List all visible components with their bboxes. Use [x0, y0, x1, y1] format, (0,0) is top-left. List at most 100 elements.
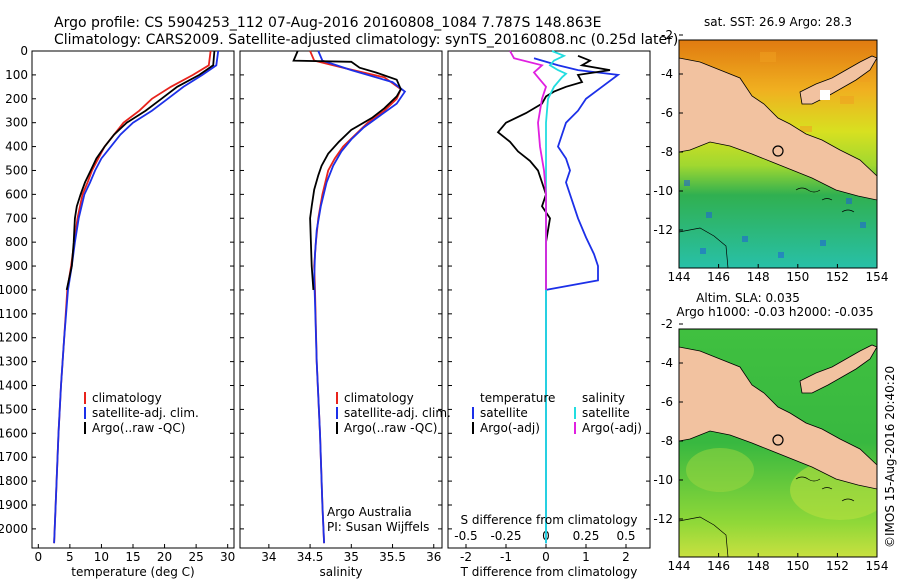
series-line-temperature-argo-adj-: [496, 54, 611, 290]
map-y-tick-label: -6: [661, 395, 673, 409]
legend-label-climatology: climatology: [344, 391, 414, 405]
x-tick-label: 35.5: [379, 550, 406, 564]
difference-x2label: S difference from climatology: [461, 513, 638, 527]
sla-coast-australia: [679, 516, 729, 557]
y-tick-label: 2000: [0, 522, 28, 536]
difference-legend: temperature satellite Argo(-adj) salinit…: [472, 391, 642, 435]
legend-label-sal-argo: Argo(-adj): [582, 421, 642, 435]
y-tick-label: 100: [5, 68, 28, 82]
y-tick-label: 900: [5, 259, 28, 273]
argo-australia-label: Argo Australia: [327, 505, 412, 519]
map-x-tick-label: 144: [668, 559, 691, 573]
y-tick-label: 700: [5, 211, 28, 225]
legend-label-satellite: satellite-adj. clim.: [344, 406, 451, 420]
map-x-tick-label: 150: [786, 559, 809, 573]
map-x-tick-label: 152: [826, 270, 849, 284]
legend-label-satellite: satellite-adj. clim.: [92, 406, 199, 420]
map-y-tick-label: -8: [661, 145, 673, 159]
salinity-panel-frame: [239, 50, 443, 549]
legend-label-sal-satellite: satellite: [582, 406, 630, 420]
legend-label-argo: Argo(..raw -QC): [92, 421, 185, 435]
map-y-tick-label: -8: [661, 434, 673, 448]
y-tick-label: 400: [5, 140, 28, 154]
map-y-tick-label: -10: [653, 184, 673, 198]
y-tick-label: 1700: [0, 450, 28, 464]
map-y-tick-label: -12: [653, 223, 673, 237]
temperature-xlabel: temperature (deg C): [71, 565, 194, 579]
map-x-tick-label: 148: [747, 270, 770, 284]
x-tick-label: 15: [125, 550, 140, 564]
y-tick-label: 300: [5, 116, 28, 130]
legend-label-argo: Argo(..raw -QC): [344, 421, 437, 435]
sla-highlight: [686, 448, 754, 492]
sst-coast-islands: [795, 187, 855, 213]
y-tick-label: 500: [5, 163, 28, 177]
map-x-tick-label: 146: [707, 270, 730, 284]
legend-heading-salinity: salinity: [582, 391, 625, 405]
sst-speckle-blue: [684, 180, 866, 258]
sst-argo-location-marker: [772, 145, 784, 157]
map-x-tick-label: 146: [707, 559, 730, 573]
sst-map-frame: [678, 39, 878, 269]
x2-tick-label: 0.25: [573, 529, 600, 543]
legend-label-temp-satellite: satellite: [480, 406, 528, 420]
figure-title-line1: Argo profile: CS 5904253_112 07-Aug-2016…: [54, 15, 602, 31]
y-tick-label: 1900: [0, 498, 28, 512]
salinity-chart: 34 34.5 35 35.5 36: [240, 50, 442, 564]
sst-white-gap: [820, 90, 830, 100]
y-tick-label: 200: [5, 92, 28, 106]
y-tick-label: 1500: [0, 402, 28, 416]
map-y-tick-label: -6: [661, 106, 673, 120]
y-tick-label: 1600: [0, 426, 28, 440]
figure-title-line2: Climatology: CARS2009. Satellite-adjuste…: [54, 32, 678, 48]
legend-label-temp-argo: Argo(-adj): [480, 421, 540, 435]
y-tick-label: 1000: [0, 283, 28, 297]
x-tick-label: 5: [66, 550, 74, 564]
temperature-chart: 0100200300400500600700800900100011001200…: [0, 44, 235, 564]
x-tick-label: 2: [622, 550, 630, 564]
map-x-tick-label: 144: [668, 270, 691, 284]
map-x-tick-label: 150: [786, 270, 809, 284]
x2-tick-label: -0.5: [454, 529, 477, 543]
legend-heading-temperature: temperature: [480, 391, 555, 405]
sla-map-frame: [678, 328, 878, 558]
y-tick-label: 1300: [0, 355, 28, 369]
salinity-legend: climatology satellite-adj. clim. Argo(..…: [327, 391, 451, 534]
pi-label: PI: Susan Wijffels: [327, 520, 429, 534]
y-tick-label: 0: [20, 44, 28, 58]
temperature-legend: climatology satellite-adj. clim. Argo(..…: [84, 391, 199, 435]
series-line-satellite-adj-clim-: [313, 50, 407, 544]
x-tick-label: 0: [34, 550, 42, 564]
map-tick-labels: 144 146 148 150 152 154 -2 -4 -6 -8 -10 -12 144 146 14…: [653, 28, 888, 573]
x-tick-label: 34.5: [297, 550, 324, 564]
x-tick-label: 10: [94, 550, 109, 564]
series-line-temperature-satellite: [533, 57, 621, 544]
sla-land-newbritain: [799, 344, 877, 394]
x-tick-label: 34: [261, 550, 276, 564]
series-line-argo-raw-qc-: [65, 50, 216, 291]
y-tick-label: 1200: [0, 331, 28, 345]
x-tick-label: -1: [500, 550, 512, 564]
x-tick-label: 30: [220, 550, 235, 564]
sst-map: [679, 40, 877, 268]
difference-panel-frame: [447, 50, 651, 549]
sla-map: [679, 329, 877, 557]
difference-chart: -2 -1 0 1 2-0.5 -0.25 0 0.25 0.5: [448, 50, 650, 564]
map-x-tick-label: 152: [826, 559, 849, 573]
map-y-tick-label: -4: [661, 67, 673, 81]
x-tick-label: -2: [460, 550, 472, 564]
map-y-tick-label: -4: [661, 356, 673, 370]
temperature-panel-frame: [31, 50, 235, 549]
map-y-tick-label: -2: [661, 317, 673, 331]
series-line-climatology: [309, 50, 402, 544]
map-y-tick-label: -12: [653, 512, 673, 526]
sst-land-newbritain: [799, 55, 877, 105]
legend-label-climatology: climatology: [92, 391, 162, 405]
sla-coast-islands: [795, 476, 855, 502]
y-tick-label: 1800: [0, 474, 28, 488]
sla-argo-location-marker: [772, 434, 784, 446]
x2-tick-label: 0.5: [616, 529, 635, 543]
map-x-tick-label: 154: [866, 270, 889, 284]
series-line-climatology: [53, 50, 212, 544]
